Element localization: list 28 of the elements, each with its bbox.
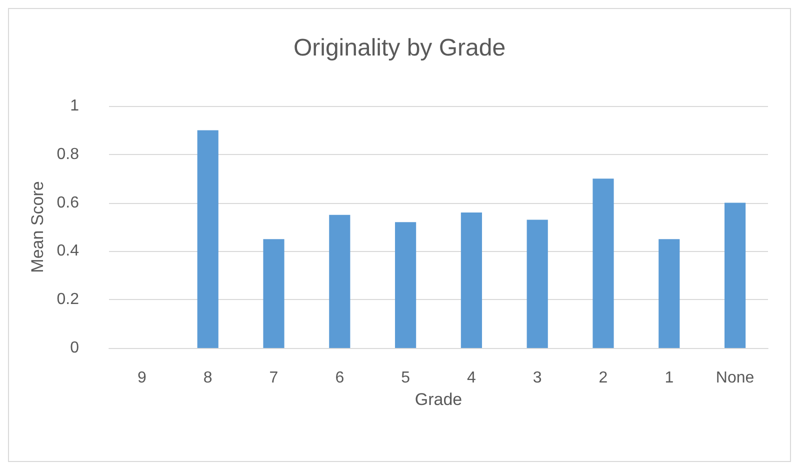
bar: [592, 178, 614, 348]
y-tick-label: 1: [70, 98, 80, 114]
bar: [526, 220, 548, 348]
x-tick-label: 7: [269, 370, 278, 386]
x-tick-label: 2: [598, 370, 608, 386]
x-tick-label: 6: [335, 370, 344, 386]
x-tick-label: 3: [532, 370, 542, 386]
bar: [724, 202, 746, 348]
chart-title: Originality by Grade: [293, 34, 506, 62]
y-tick-label: 0.8: [56, 146, 80, 163]
y-tick-label: 0.6: [56, 194, 80, 212]
bar: [658, 239, 680, 348]
bar: [460, 212, 482, 348]
x-tick-label: 1: [664, 370, 674, 386]
x-tick-label: 8: [203, 370, 212, 386]
x-axis-title: Grade: [414, 390, 462, 409]
bar: [263, 239, 284, 348]
y-tick-label: 0.4: [56, 242, 80, 260]
y-axis-title: Mean Score: [28, 181, 47, 273]
y-tick-label: 0: [70, 340, 80, 356]
y-tick-label: 0.2: [56, 291, 80, 308]
bar: [395, 222, 416, 348]
x-tick-label: None: [716, 370, 754, 386]
x-tick-label: 5: [401, 370, 410, 386]
x-tick-label: 4: [466, 370, 476, 386]
bar: [197, 130, 218, 348]
x-tick-label: 9: [137, 370, 146, 386]
bar: [329, 214, 350, 348]
